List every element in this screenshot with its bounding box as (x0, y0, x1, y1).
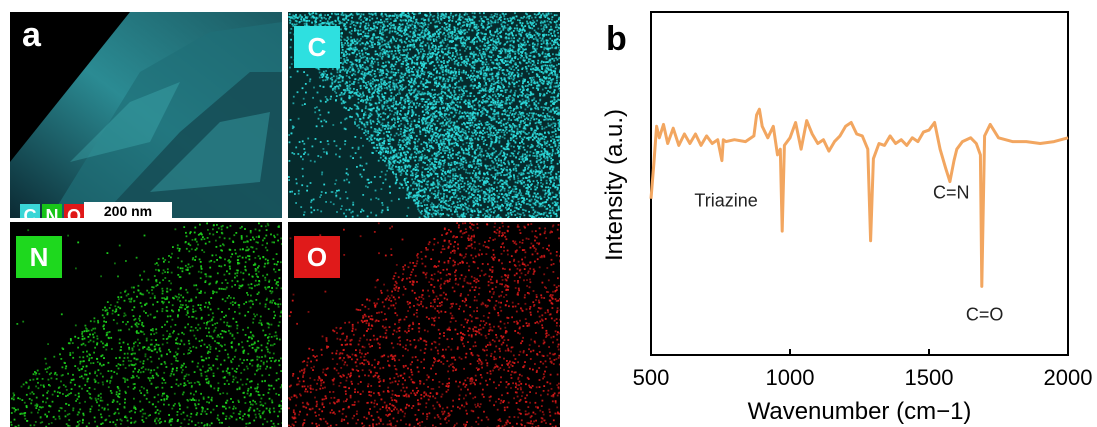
x-axis-label: Wavenumber (cm−1) (748, 398, 972, 425)
panel-b-label: b (606, 20, 627, 58)
legend-n: N (42, 204, 62, 218)
oxygen-map: O (288, 222, 560, 427)
sem-composite-texture (10, 12, 282, 218)
legend-c: C (20, 204, 40, 218)
panel-a-eds-maps: a C N O 200 nm C N O (10, 12, 560, 427)
legend-o: O (64, 204, 84, 218)
oxygen-map-badge: O (294, 236, 340, 278)
element-color-legend: C N O (20, 204, 84, 218)
sem-composite-image: a C N O 200 nm (10, 12, 282, 218)
peak-annotation: C=N (933, 183, 970, 203)
ftir-spectrum-chart: b 500 1000 1500 2000 Wavenumber (cm−1) Triazi… (601, 11, 1093, 425)
nitrogen-map: N (10, 222, 282, 427)
y-axis-label: Intensity (a.u.) (601, 109, 628, 261)
x-tick-label: 500 (633, 365, 670, 390)
plot-frame (650, 11, 1069, 356)
nitrogen-map-badge: N (16, 236, 62, 278)
x-tick-label: 1500 (905, 365, 954, 390)
carbon-map: C (288, 12, 560, 218)
spectrum-line (649, 107, 1069, 288)
scale-bar: 200 nm (84, 202, 172, 218)
carbon-map-badge: C (294, 26, 340, 68)
x-tick-label: 2000 (1044, 365, 1093, 390)
peak-annotation: Triazine (694, 190, 757, 210)
plot-area: 500 1000 1500 2000 Wavenumber (cm−1) Triazine… (633, 11, 1093, 425)
x-tick-label: 1000 (766, 365, 815, 390)
oxygen-map-texture (288, 222, 560, 427)
panel-a-label: a (22, 16, 41, 54)
peak-annotation: C=O (966, 305, 1004, 325)
scale-bar-label: 200 nm (103, 203, 153, 218)
carbon-map-texture (288, 12, 560, 218)
